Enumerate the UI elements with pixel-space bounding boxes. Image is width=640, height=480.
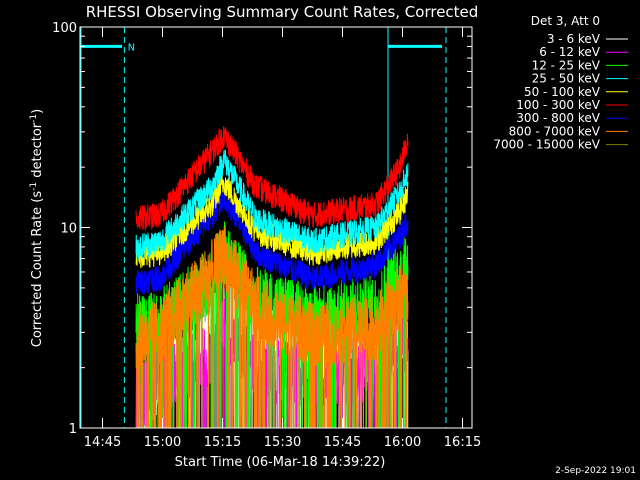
- series-layer: [135, 126, 409, 428]
- legend-label: 300 - 800 keV: [516, 111, 600, 125]
- series-trace: [135, 221, 409, 428]
- x-tick-label: 14:45: [84, 435, 121, 450]
- y-tick-label: 100: [52, 21, 77, 36]
- legend-label: 7000 - 15000 keV: [493, 138, 600, 152]
- series-trace: [135, 226, 409, 428]
- plot-area: N: [80, 27, 447, 428]
- x-tick-label: 16:00: [384, 435, 421, 450]
- legend-label: 6 - 12 keV: [539, 45, 601, 59]
- legend-label: 800 - 7000 keV: [509, 124, 601, 138]
- chart-title: RHESSI Observing Summary Count Rates, Co…: [86, 3, 479, 21]
- legend-header: Det 3, Att 0: [531, 14, 600, 28]
- legend-label: 100 - 300 keV: [516, 98, 600, 112]
- x-axis-label: Start Time (06-Mar-18 14:39:22): [175, 455, 386, 470]
- y-axis-label-mid: detector: [30, 122, 45, 182]
- x-axis: 14:45 15:00 15:15 15:30 15:45 16:00 16:15: [84, 27, 481, 450]
- y-axis-label-sup2: -1: [29, 114, 39, 123]
- y-axis-label: Corrected Count Rate (s-1 detector-1): [29, 109, 45, 347]
- x-tick-label: 15:15: [204, 435, 241, 450]
- legend-label: 12 - 25 keV: [532, 58, 601, 72]
- date-stamp: 2-Sep-2022 19:01: [555, 466, 636, 476]
- y-tick-label: 10: [60, 222, 77, 237]
- night-annotation: N: [128, 42, 135, 53]
- legend-label: 50 - 100 keV: [524, 85, 601, 99]
- series-trace: [135, 126, 409, 231]
- series-trace: [135, 186, 409, 295]
- y-axis-label-sup1: -1: [29, 182, 39, 191]
- legend-label: 25 - 50 keV: [532, 72, 601, 86]
- legend-label: 3 - 6 keV: [547, 32, 601, 46]
- y-axis-label-main: Corrected Count Rate (s: [30, 191, 45, 348]
- series-trace: [135, 173, 409, 269]
- x-tick-label: 15:45: [324, 435, 361, 450]
- series-trace: [135, 149, 409, 260]
- y-axis-label-end: ): [30, 109, 45, 114]
- x-tick-label: 16:15: [444, 435, 481, 450]
- x-tick-label: 15:00: [144, 435, 181, 450]
- x-tick-label: 15:30: [264, 435, 301, 450]
- y-tick-label: 1: [69, 422, 77, 437]
- y-axis: 1 10 100: [52, 21, 472, 437]
